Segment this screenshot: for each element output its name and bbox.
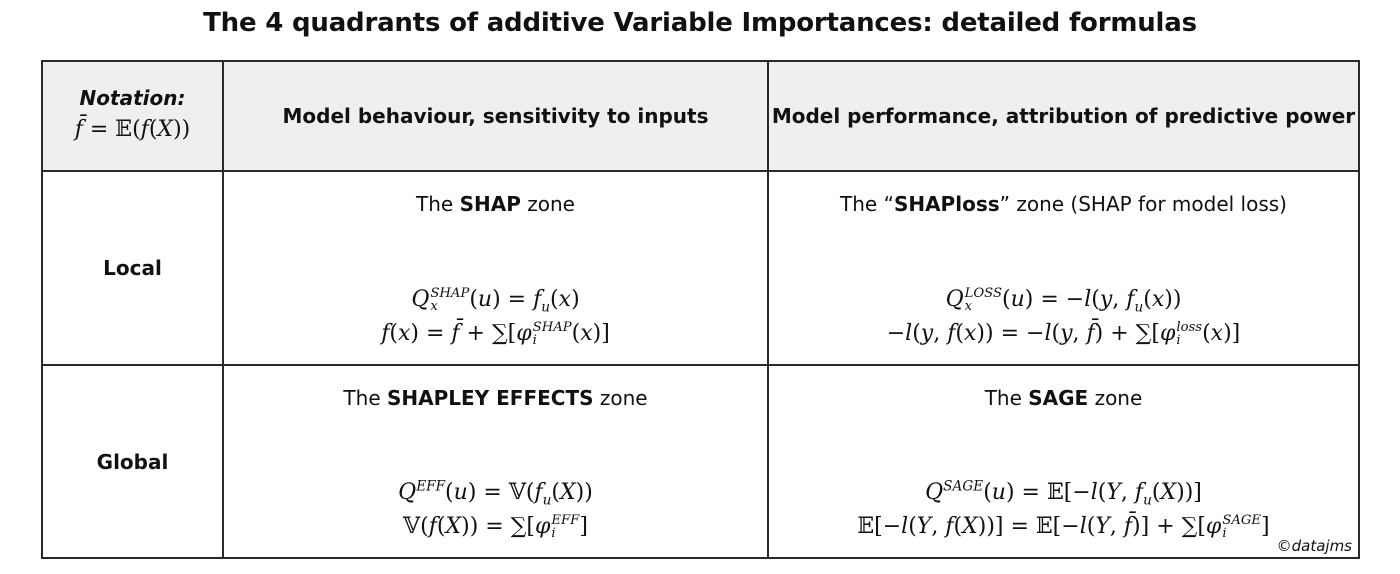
shap-formulas: Q SHAP x (u) = fu(x) f(x) = f̄ + ∑[φ SHAP i (x… bbox=[224, 284, 767, 350]
local-row: Local The SHAP zone Q SHAP x (u) = fu(x) f(… bbox=[41, 170, 1360, 366]
shaploss-formulas: Q LOSS x (u) = −l(y, fu(x)) −l(y, f(x)) = −… bbox=[769, 284, 1358, 350]
sage-formulas: QSAGE(u) = 𝔼[−l(Y, fu(X))] 𝔼[−l(Y, f(X))… bbox=[769, 477, 1358, 543]
effects-formula-2: 𝕍(f(X)) = ∑[φ EFF i] bbox=[403, 512, 588, 542]
page-title: The 4 quadrants of additive Variable Imp… bbox=[203, 8, 1197, 38]
effects-zone-name: SHAPLEY EFFECTS bbox=[386, 386, 594, 410]
sage-formula-2: 𝔼[−l(Y, f(X))] = 𝔼[−l(Y, f̄)] + ∑[φ SAGE i… bbox=[857, 512, 1270, 542]
row-label-local: Local bbox=[41, 170, 224, 366]
shap-zone-cell: The SHAP zone Q SHAP x (u) = fu(x) f(x) = f… bbox=[222, 170, 769, 366]
sage-formula-1: QSAGE(u) = 𝔼[−l(Y, fu(X))] bbox=[925, 478, 1202, 509]
effects-formulas: QEFF(u) = 𝕍(fu(X)) 𝕍(f(X)) = ∑[φ EFF i] bbox=[224, 477, 767, 543]
notation-colon: : bbox=[177, 86, 186, 111]
header-row: Notation: f̄ = 𝔼(f(X)) Model behaviour, … bbox=[41, 60, 1360, 172]
shap-zone-title: The SHAP zone bbox=[416, 192, 575, 216]
column-header-performance: Model performance, attribution of predic… bbox=[767, 60, 1360, 172]
row-label-global: Global bbox=[41, 364, 224, 559]
notation-formula: f̄ = 𝔼(f(X)) bbox=[74, 117, 191, 143]
shaploss-zone-cell: The “SHAPloss” zone (SHAP for model loss… bbox=[767, 170, 1360, 366]
effects-zone-cell: The SHAPLEY EFFECTS zone QEFF(u) = 𝕍(fu(… bbox=[222, 364, 769, 559]
shaploss-formula-1: Q LOSS x (u) = −l(y, fu(x)) bbox=[945, 285, 1182, 316]
notation-label: Notation bbox=[79, 86, 178, 111]
sage-zone-cell: The SAGE zone QSAGE(u) = 𝔼[−l(Y, fu(X))]… bbox=[767, 364, 1360, 559]
shaploss-formula-2: −l(y, f(x)) = −l(y, f̄) + ∑[φ loss i (x)] bbox=[886, 319, 1241, 349]
shaploss-zone-title: The “SHAPloss” zone (SHAP for model loss… bbox=[840, 192, 1287, 216]
shap-zone-name: SHAP bbox=[459, 192, 521, 216]
quadrants-table: Notation: f̄ = 𝔼(f(X)) Model behaviour, … bbox=[41, 60, 1360, 559]
global-row: Global The SHAPLEY EFFECTS zone QEFF(u) … bbox=[41, 364, 1360, 559]
effects-formula-1: QEFF(u) = 𝕍(fu(X)) bbox=[398, 478, 593, 509]
effects-zone-title: The SHAPLEY EFFECTS zone bbox=[343, 386, 648, 410]
shap-formula-2: f(x) = f̄ + ∑[φ SHAP i (x)] bbox=[381, 319, 610, 349]
sage-zone-name: SAGE bbox=[1028, 386, 1089, 410]
sage-zone-title: The SAGE zone bbox=[984, 386, 1143, 410]
notation-cell: Notation: f̄ = 𝔼(f(X)) bbox=[41, 60, 224, 172]
shap-formula-1: Q SHAP x (u) = fu(x) bbox=[411, 285, 580, 316]
copyright-watermark: ©datajms bbox=[1276, 537, 1352, 555]
column-header-behaviour: Model behaviour, sensitivity to inputs bbox=[222, 60, 769, 172]
shaploss-zone-name: SHAPloss bbox=[893, 192, 1000, 216]
